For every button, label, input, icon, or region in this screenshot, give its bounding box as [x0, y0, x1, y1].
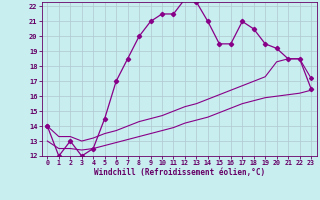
X-axis label: Windchill (Refroidissement éolien,°C): Windchill (Refroidissement éolien,°C) — [94, 168, 265, 177]
